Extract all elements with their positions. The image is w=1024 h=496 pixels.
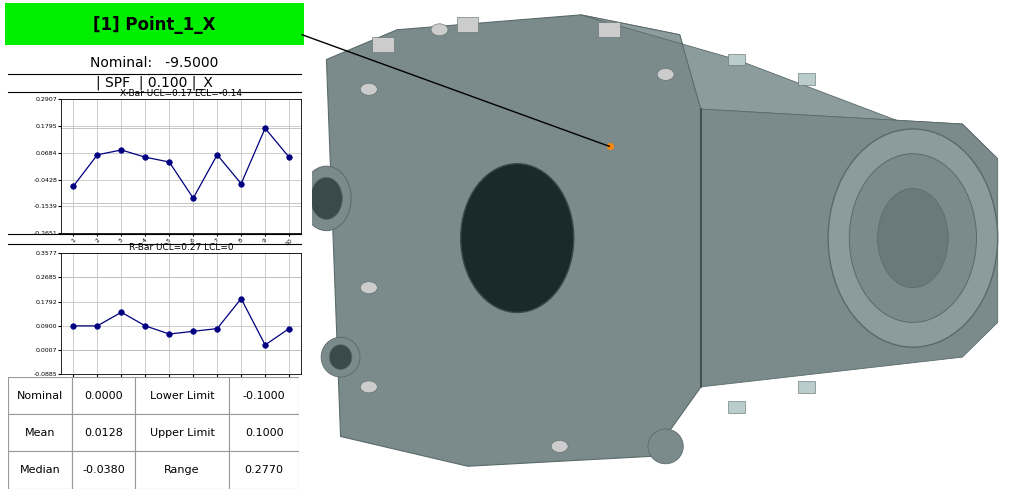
Text: Mean: Mean [25, 428, 55, 438]
Text: Lower Limit: Lower Limit [150, 390, 214, 401]
Ellipse shape [330, 345, 352, 370]
Bar [799, 381, 815, 393]
Bar [728, 54, 744, 65]
Ellipse shape [828, 129, 997, 347]
Bar [5, 3, 304, 45]
Text: [1] Point_1_X: [1] Point_1_X [93, 15, 216, 34]
Bar [72, 377, 135, 414]
Text: Nominal:   -9.5000: Nominal: -9.5000 [90, 56, 219, 70]
Text: 0.2770: 0.2770 [245, 465, 284, 475]
Bar [229, 377, 299, 414]
Text: Range: Range [164, 465, 200, 475]
Circle shape [360, 83, 377, 95]
Ellipse shape [878, 188, 948, 288]
Text: 0.0128: 0.0128 [84, 428, 123, 438]
Text: 0.0000: 0.0000 [84, 390, 123, 401]
Bar [72, 451, 135, 489]
Circle shape [431, 24, 447, 36]
Ellipse shape [310, 178, 342, 219]
Bar [373, 37, 393, 52]
Bar [598, 22, 620, 37]
Ellipse shape [849, 154, 977, 322]
Text: -0.1000: -0.1000 [243, 390, 286, 401]
Bar [135, 377, 229, 414]
Bar [229, 451, 299, 489]
Bar [135, 451, 229, 489]
Text: 0.1000: 0.1000 [245, 428, 284, 438]
Circle shape [657, 68, 674, 80]
Ellipse shape [302, 166, 351, 231]
Bar [8, 414, 72, 451]
Text: | SPF  | 0.100 |_X: | SPF | 0.100 |_X [96, 75, 213, 90]
Polygon shape [701, 109, 997, 387]
Ellipse shape [322, 337, 360, 377]
Text: Upper Limit: Upper Limit [150, 428, 214, 438]
Title: R-Bar UCL=0.27 LCL=0: R-Bar UCL=0.27 LCL=0 [129, 243, 233, 252]
Polygon shape [581, 15, 997, 159]
Bar [229, 414, 299, 451]
Circle shape [360, 381, 377, 393]
Ellipse shape [461, 164, 573, 312]
Text: Nominal: Nominal [17, 390, 63, 401]
Ellipse shape [648, 429, 683, 464]
Bar [728, 401, 744, 413]
Text: Median: Median [19, 465, 60, 475]
Title: X-Bar UCL=0.17 LCL=-0.14: X-Bar UCL=0.17 LCL=-0.14 [120, 89, 243, 98]
Bar [135, 414, 229, 451]
Circle shape [360, 282, 377, 294]
Bar [457, 17, 478, 32]
Bar [72, 414, 135, 451]
Bar [8, 377, 72, 414]
Bar [8, 451, 72, 489]
Circle shape [551, 440, 568, 452]
Bar [799, 73, 815, 85]
Polygon shape [327, 15, 701, 466]
Text: -0.0380: -0.0380 [82, 465, 125, 475]
